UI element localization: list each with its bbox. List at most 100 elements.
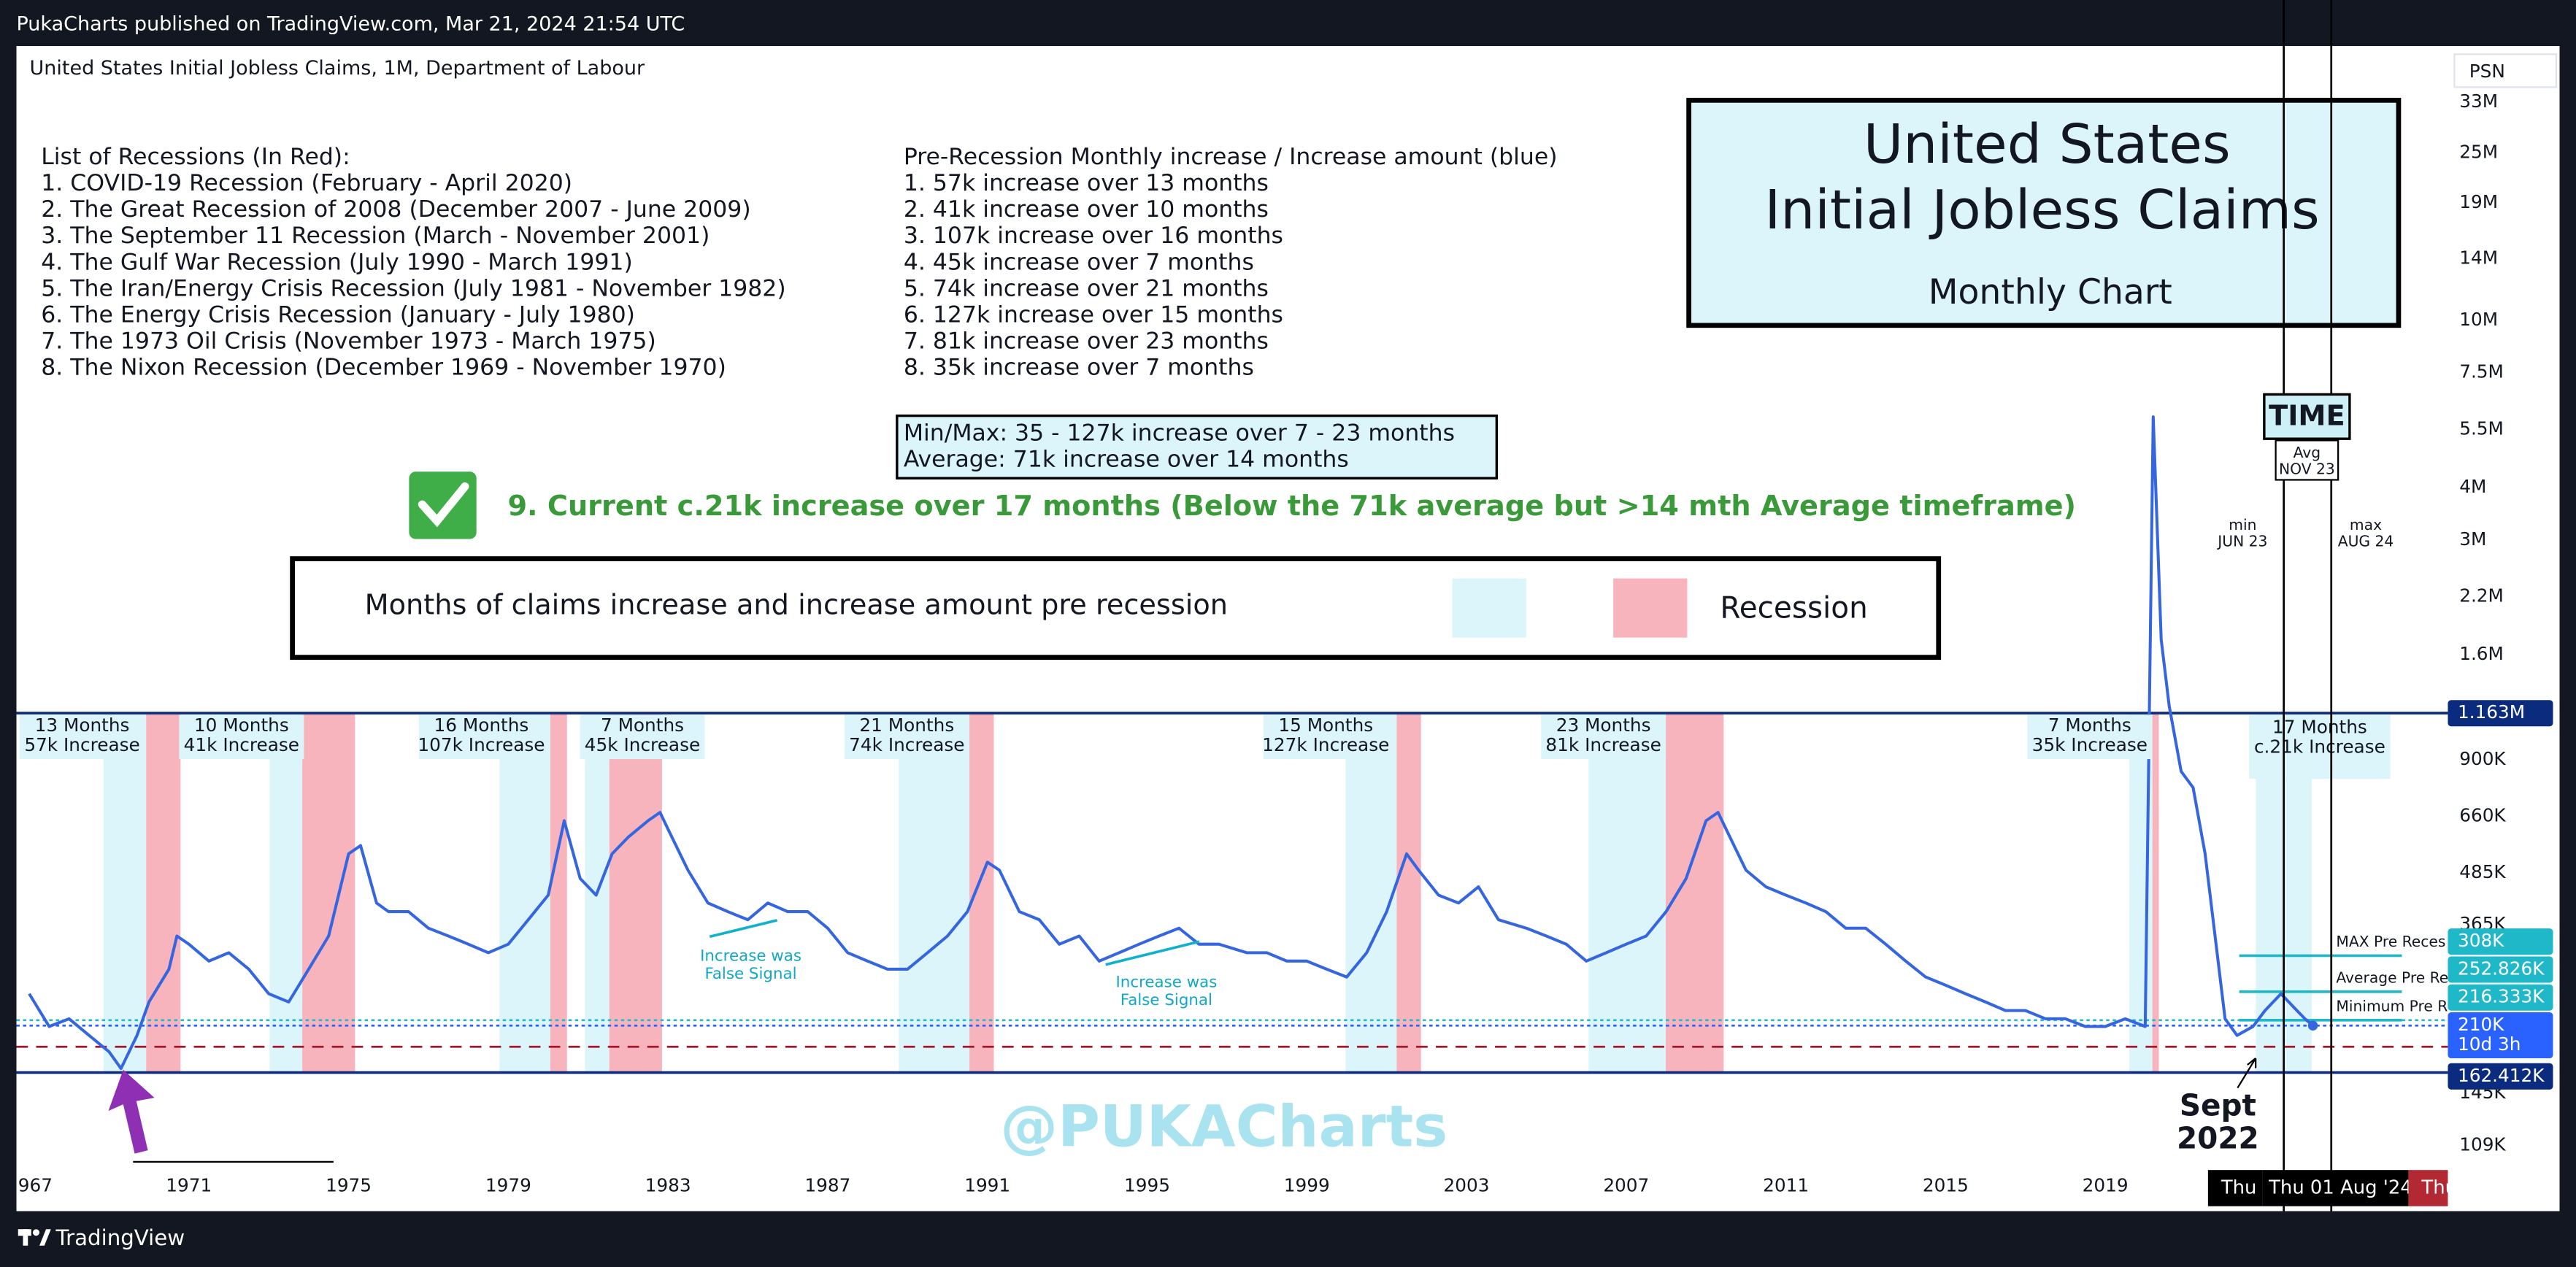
- pre-recession-band: [103, 713, 147, 1073]
- time-marker-label: JUN 23: [2216, 533, 2267, 550]
- y-tick-label: 5.5M: [2459, 417, 2504, 439]
- x-tick-label: 2015: [1923, 1175, 1969, 1196]
- recession-list-item: 6. The Energy Crisis Recession (January …: [41, 301, 635, 328]
- recession-band: [1396, 713, 1421, 1073]
- plot-area: MAX Pre Reces Average Pre Re Minimum Pre R…: [16, 415, 2448, 1163]
- band-label-box: [844, 715, 969, 760]
- x-tick-label: 1983: [645, 1175, 691, 1196]
- band-label: 7 Months: [601, 715, 684, 736]
- level-note: Minimum Pre R: [2336, 997, 2448, 1014]
- footer-brand[interactable]: TradingView: [55, 1225, 185, 1250]
- recession-list-item: 3. The September 11 Recession (March - N…: [41, 223, 710, 249]
- sept-arrow: [2237, 1058, 2257, 1089]
- arrow-marker: [108, 1069, 155, 1154]
- band-label: 10 Months: [194, 715, 289, 736]
- current-note: 9. Current c.21k increase over 17 months…: [507, 490, 2076, 523]
- y-tick-label: 14M: [2459, 247, 2498, 269]
- recession-band: [146, 713, 181, 1073]
- x-tick-label: 2007: [1603, 1175, 1649, 1196]
- band-label: 17 Months: [2272, 716, 2367, 737]
- band-label-box: [2027, 715, 2153, 760]
- annotation: Increase was: [700, 947, 801, 965]
- band-label: 21 Months: [859, 715, 954, 736]
- band-label: 7 Months: [2048, 715, 2131, 736]
- band-label: 23 Months: [1556, 715, 1651, 736]
- y-tick-label: 660K: [2459, 805, 2506, 826]
- sept-label: Sept: [2180, 1088, 2256, 1123]
- stats-line: Min/Max: 35 - 127k increase over 7 - 23 …: [904, 420, 1455, 446]
- stats-line: Average: 71k increase over 14 months: [904, 446, 1349, 472]
- y-tick-label: 4M: [2459, 476, 2486, 497]
- sept-label: 2022: [2177, 1121, 2259, 1156]
- annotation: False Signal: [1120, 991, 1212, 1009]
- claims-line: [28, 415, 2314, 1071]
- increase-list-item: 3. 107k increase over 16 months: [904, 223, 1283, 249]
- band-label: 74k Increase: [849, 734, 964, 755]
- recession-list-item: 2. The Great Recession of 2008 (December…: [41, 196, 750, 223]
- y-tick-label: 25M: [2459, 142, 2498, 163]
- increase-list-item: 4. 45k increase over 7 months: [904, 249, 1254, 275]
- band-label: 107k Increase: [418, 734, 545, 755]
- symbol-badge[interactable]: PSN: [2469, 61, 2505, 82]
- price-label: 162.412K: [2458, 1065, 2545, 1086]
- y-tick-label: 7.5M: [2459, 361, 2504, 382]
- band-label: 81k Increase: [1545, 734, 1661, 755]
- watermark: @PUKACharts: [1000, 1093, 1447, 1160]
- recession-list-item: 5. The Iran/Energy Crisis Recession (Jul…: [41, 275, 785, 301]
- band-label-box: [1263, 715, 1388, 760]
- x-tick-label: 1975: [326, 1175, 372, 1196]
- price-label: 216.333K: [2458, 986, 2545, 1007]
- band-label: c.21k Increase: [2254, 736, 2385, 757]
- crosshair-label-box: [2408, 1170, 2448, 1206]
- crosshair-label-box: [2207, 1170, 2263, 1206]
- x-tick-label: 1999: [1284, 1175, 1330, 1196]
- x-tick-label: 2003: [1444, 1175, 1490, 1196]
- band-label: 13 Months: [35, 715, 130, 736]
- price-label-box: [2448, 1063, 2553, 1090]
- check-icon: [418, 482, 469, 528]
- band-label-box: [20, 715, 145, 760]
- pre-recession-band: [1345, 713, 1397, 1073]
- price-label: 252.826K: [2458, 958, 2545, 979]
- y-tick-label: 3M: [2459, 528, 2486, 550]
- band-label-box: [1541, 715, 1666, 760]
- x-tick-label: 2011: [1763, 1175, 1809, 1196]
- band-label-box: [179, 715, 304, 760]
- time-marker-label: AUG 24: [2338, 533, 2394, 550]
- recession-band: [609, 713, 662, 1073]
- level-note: MAX Pre Reces: [2336, 933, 2445, 950]
- avg-marker-box: [2275, 439, 2339, 481]
- y-tick-label: 10M: [2459, 309, 2498, 330]
- increase-list-item: 8. 35k increase over 7 months: [904, 354, 1254, 380]
- band-label: 35k Increase: [2032, 734, 2148, 755]
- price-label-box: [2448, 928, 2553, 955]
- last-point: [2307, 1020, 2318, 1031]
- symbol-title: United States Initial Jobless Claims, 1M…: [30, 57, 645, 80]
- time-heading: TIME: [2269, 399, 2345, 432]
- band-label: 41k Increase: [184, 734, 299, 755]
- y-tick-label: 2.2M: [2459, 585, 2504, 606]
- crosshair-label-box: [2262, 1170, 2409, 1206]
- crosshair-label: Thu: [2221, 1176, 2257, 1198]
- y-tick-label: 900K: [2459, 748, 2506, 769]
- x-tick-label: 1987: [804, 1175, 850, 1196]
- increase-list-item: 7. 81k increase over 23 months: [904, 328, 1269, 354]
- recession-band: [1665, 713, 1724, 1073]
- chart-title: United States: [1864, 112, 2231, 176]
- band-label-box: [418, 715, 544, 760]
- pre-recession-band: [499, 713, 550, 1073]
- avg-marker-label: Avg: [2294, 444, 2321, 461]
- symbol-badge-box: [2453, 53, 2558, 88]
- recession-band: [969, 713, 994, 1073]
- y-tick-label: 485K: [2459, 861, 2506, 882]
- recession-list-heading: List of Recessions (In Red):: [41, 144, 350, 170]
- band-label-box: [2249, 715, 2391, 779]
- legend-swatch: [1452, 578, 1526, 638]
- price-label: 1.163M: [2458, 701, 2525, 723]
- price-label-box: [2448, 956, 2553, 983]
- x-tick-label: 967: [18, 1175, 53, 1196]
- header-text: PukaCharts published on TradingView.com,…: [17, 12, 685, 35]
- increase-list-heading: Pre-Recession Monthly increase / Increas…: [904, 144, 1558, 170]
